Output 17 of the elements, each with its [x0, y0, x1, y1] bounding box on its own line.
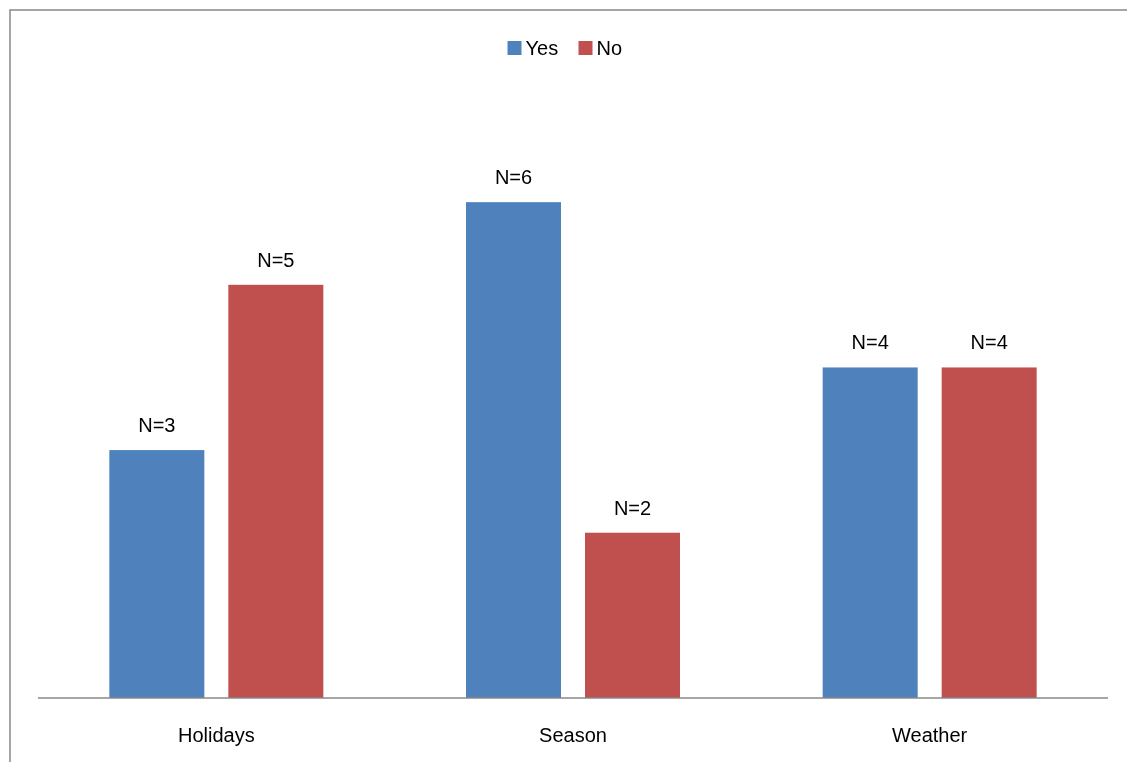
data-label: N=2 [613, 496, 652, 519]
legend-label: No [596, 37, 623, 59]
bar [228, 284, 324, 698]
x-tick-label: Season [539, 724, 607, 746]
bar [822, 367, 918, 698]
data-label: N=6 [494, 166, 533, 189]
bar [466, 202, 561, 698]
legend-label: Yes [525, 37, 559, 59]
bar [109, 450, 205, 698]
data-label: N=4 [851, 331, 889, 354]
data-label: N=3 [138, 414, 176, 437]
bar [585, 532, 680, 698]
data-label: N=5 [257, 248, 295, 271]
data-label: N=4 [970, 331, 1008, 354]
x-tick-label: Weather [892, 724, 968, 746]
bar [941, 367, 1037, 698]
x-tick-label: Holidays [177, 724, 255, 746]
